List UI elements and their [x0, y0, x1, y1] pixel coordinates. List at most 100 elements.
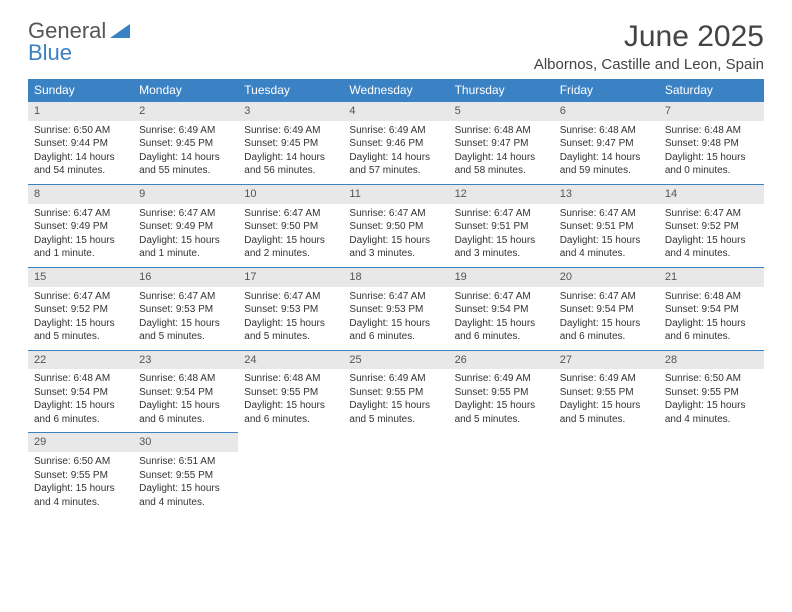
sunset-line: Sunset: 9:53 PM: [244, 303, 337, 317]
calendar-cell: 9Sunrise: 6:47 AMSunset: 9:49 PMDaylight…: [133, 184, 238, 267]
sunset-line: Sunset: 9:51 PM: [455, 220, 548, 234]
sunset-line: Sunset: 9:55 PM: [455, 386, 548, 400]
day-body: Sunrise: 6:47 AMSunset: 9:53 PMDaylight:…: [133, 287, 238, 350]
header: General Blue June 2025 Albornos, Castill…: [28, 20, 764, 73]
daylight-line: Daylight: 15 hours and 3 minutes.: [349, 234, 442, 261]
day-body: Sunrise: 6:48 AMSunset: 9:55 PMDaylight:…: [238, 369, 343, 432]
sunset-line: Sunset: 9:54 PM: [560, 303, 653, 317]
daylight-line: Daylight: 15 hours and 5 minutes.: [34, 317, 127, 344]
sunset-line: Sunset: 9:52 PM: [34, 303, 127, 317]
daylight-line: Daylight: 15 hours and 6 minutes.: [349, 317, 442, 344]
day-number: 17: [238, 268, 343, 287]
sunrise-line: Sunrise: 6:49 AM: [349, 124, 442, 138]
sunrise-line: Sunrise: 6:48 AM: [455, 124, 548, 138]
calendar-cell: 4Sunrise: 6:49 AMSunset: 9:46 PMDaylight…: [343, 102, 448, 185]
weekday-header-row: Sunday Monday Tuesday Wednesday Thursday…: [28, 79, 764, 102]
sunset-line: Sunset: 9:44 PM: [34, 137, 127, 151]
day-number: 29: [28, 433, 133, 452]
day-number: 19: [449, 268, 554, 287]
calendar-cell: 14Sunrise: 6:47 AMSunset: 9:52 PMDayligh…: [659, 184, 764, 267]
day-number: 8: [28, 185, 133, 204]
triangle-icon: [110, 20, 130, 42]
sunset-line: Sunset: 9:49 PM: [34, 220, 127, 234]
day-body: Sunrise: 6:48 AMSunset: 9:48 PMDaylight:…: [659, 121, 764, 184]
sunset-line: Sunset: 9:54 PM: [455, 303, 548, 317]
daylight-line: Daylight: 15 hours and 0 minutes.: [665, 151, 758, 178]
day-number: 16: [133, 268, 238, 287]
daylight-line: Daylight: 15 hours and 5 minutes.: [244, 317, 337, 344]
sunrise-line: Sunrise: 6:49 AM: [139, 124, 232, 138]
day-body: Sunrise: 6:47 AMSunset: 9:52 PMDaylight:…: [28, 287, 133, 350]
sunrise-line: Sunrise: 6:47 AM: [560, 290, 653, 304]
calendar-row: 22Sunrise: 6:48 AMSunset: 9:54 PMDayligh…: [28, 350, 764, 433]
day-body: Sunrise: 6:51 AMSunset: 9:55 PMDaylight:…: [133, 452, 238, 515]
day-number: 20: [554, 268, 659, 287]
calendar-cell: 25Sunrise: 6:49 AMSunset: 9:55 PMDayligh…: [343, 350, 448, 433]
day-number: 3: [238, 102, 343, 121]
daylight-line: Daylight: 15 hours and 4 minutes.: [560, 234, 653, 261]
calendar-cell: 16Sunrise: 6:47 AMSunset: 9:53 PMDayligh…: [133, 267, 238, 350]
day-number: 25: [343, 351, 448, 370]
calendar-cell: 10Sunrise: 6:47 AMSunset: 9:50 PMDayligh…: [238, 184, 343, 267]
day-number: 12: [449, 185, 554, 204]
day-number: 18: [343, 268, 448, 287]
sunset-line: Sunset: 9:45 PM: [244, 137, 337, 151]
day-body: Sunrise: 6:49 AMSunset: 9:46 PMDaylight:…: [343, 121, 448, 184]
daylight-line: Daylight: 15 hours and 1 minute.: [34, 234, 127, 261]
day-number: 15: [28, 268, 133, 287]
sunset-line: Sunset: 9:55 PM: [665, 386, 758, 400]
calendar-cell: 28Sunrise: 6:50 AMSunset: 9:55 PMDayligh…: [659, 350, 764, 433]
daylight-line: Daylight: 15 hours and 5 minutes.: [455, 399, 548, 426]
daylight-line: Daylight: 15 hours and 5 minutes.: [349, 399, 442, 426]
calendar-cell: 8Sunrise: 6:47 AMSunset: 9:49 PMDaylight…: [28, 184, 133, 267]
calendar-cell: [659, 433, 764, 515]
sunset-line: Sunset: 9:48 PM: [665, 137, 758, 151]
daylight-line: Daylight: 15 hours and 6 minutes.: [244, 399, 337, 426]
sunset-line: Sunset: 9:55 PM: [139, 469, 232, 483]
daylight-line: Daylight: 15 hours and 5 minutes.: [139, 317, 232, 344]
day-body: Sunrise: 6:47 AMSunset: 9:51 PMDaylight:…: [554, 204, 659, 267]
day-body: Sunrise: 6:48 AMSunset: 9:54 PMDaylight:…: [133, 369, 238, 432]
calendar-cell: 27Sunrise: 6:49 AMSunset: 9:55 PMDayligh…: [554, 350, 659, 433]
sunset-line: Sunset: 9:53 PM: [139, 303, 232, 317]
calendar-cell: 22Sunrise: 6:48 AMSunset: 9:54 PMDayligh…: [28, 350, 133, 433]
day-body: Sunrise: 6:47 AMSunset: 9:49 PMDaylight:…: [133, 204, 238, 267]
sunset-line: Sunset: 9:54 PM: [139, 386, 232, 400]
calendar-row: 8Sunrise: 6:47 AMSunset: 9:49 PMDaylight…: [28, 184, 764, 267]
calendar-cell: 24Sunrise: 6:48 AMSunset: 9:55 PMDayligh…: [238, 350, 343, 433]
day-body: Sunrise: 6:49 AMSunset: 9:55 PMDaylight:…: [343, 369, 448, 432]
sunset-line: Sunset: 9:45 PM: [139, 137, 232, 151]
daylight-line: Daylight: 14 hours and 55 minutes.: [139, 151, 232, 178]
day-body: Sunrise: 6:50 AMSunset: 9:44 PMDaylight:…: [28, 121, 133, 184]
calendar-cell: 2Sunrise: 6:49 AMSunset: 9:45 PMDaylight…: [133, 102, 238, 185]
day-body: Sunrise: 6:49 AMSunset: 9:45 PMDaylight:…: [133, 121, 238, 184]
sunrise-line: Sunrise: 6:50 AM: [34, 124, 127, 138]
day-number: 7: [659, 102, 764, 121]
day-number: 24: [238, 351, 343, 370]
sunrise-line: Sunrise: 6:50 AM: [665, 372, 758, 386]
calendar-table: Sunday Monday Tuesday Wednesday Thursday…: [28, 79, 764, 515]
sunset-line: Sunset: 9:54 PM: [34, 386, 127, 400]
day-number: 5: [449, 102, 554, 121]
sunset-line: Sunset: 9:49 PM: [139, 220, 232, 234]
day-number: 9: [133, 185, 238, 204]
calendar-cell: 26Sunrise: 6:49 AMSunset: 9:55 PMDayligh…: [449, 350, 554, 433]
day-number: 1: [28, 102, 133, 121]
weekday-header: Sunday: [28, 79, 133, 102]
day-body: Sunrise: 6:47 AMSunset: 9:52 PMDaylight:…: [659, 204, 764, 267]
daylight-line: Daylight: 14 hours and 58 minutes.: [455, 151, 548, 178]
sunset-line: Sunset: 9:55 PM: [560, 386, 653, 400]
calendar-cell: 19Sunrise: 6:47 AMSunset: 9:54 PMDayligh…: [449, 267, 554, 350]
calendar-row: 15Sunrise: 6:47 AMSunset: 9:52 PMDayligh…: [28, 267, 764, 350]
weekday-header: Tuesday: [238, 79, 343, 102]
sunset-line: Sunset: 9:51 PM: [560, 220, 653, 234]
day-body: Sunrise: 6:49 AMSunset: 9:55 PMDaylight:…: [554, 369, 659, 432]
daylight-line: Daylight: 15 hours and 2 minutes.: [244, 234, 337, 261]
sunrise-line: Sunrise: 6:48 AM: [665, 290, 758, 304]
daylight-line: Daylight: 14 hours and 59 minutes.: [560, 151, 653, 178]
day-body: Sunrise: 6:48 AMSunset: 9:54 PMDaylight:…: [28, 369, 133, 432]
sunrise-line: Sunrise: 6:47 AM: [349, 207, 442, 221]
day-body: Sunrise: 6:48 AMSunset: 9:54 PMDaylight:…: [659, 287, 764, 350]
day-number: 27: [554, 351, 659, 370]
calendar-cell: 13Sunrise: 6:47 AMSunset: 9:51 PMDayligh…: [554, 184, 659, 267]
